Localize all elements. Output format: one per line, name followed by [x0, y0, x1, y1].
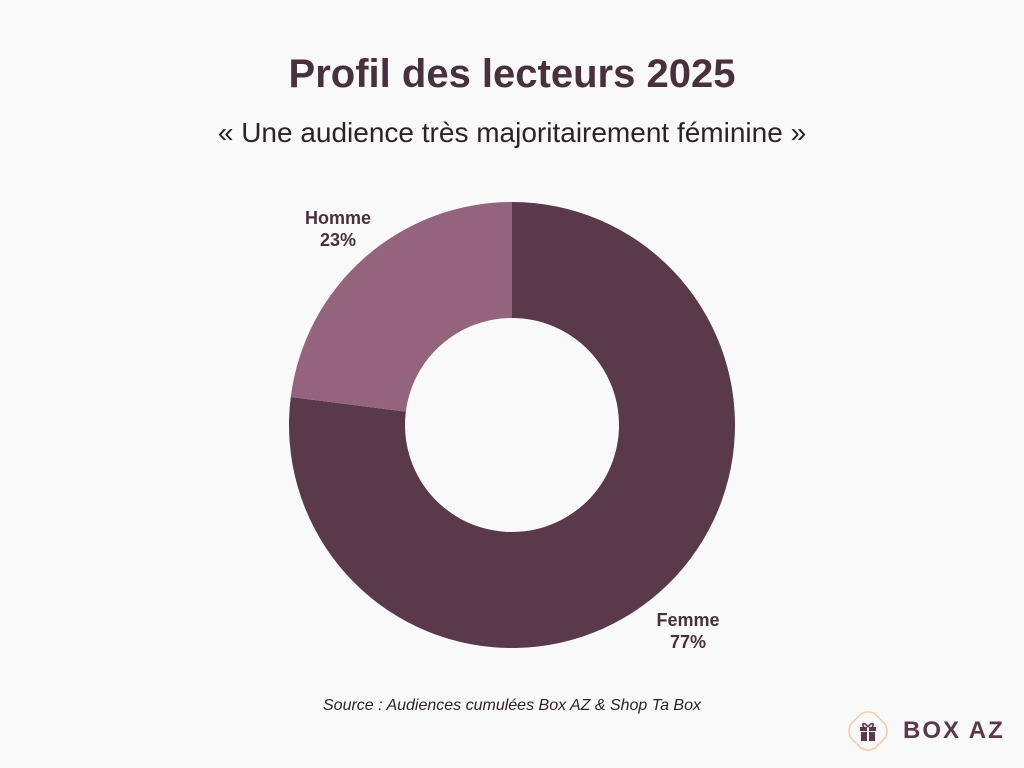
slice-label-value: 23%	[319, 230, 357, 250]
chart-source: Source : Audiences cumulées Box AZ & Sho…	[323, 697, 701, 714]
donut-slice-femme	[288, 202, 736, 648]
gift-icon	[848, 711, 888, 751]
chart-subtitle: « Une audience très majoritairement fémi…	[217, 117, 807, 148]
chart-title: Profil des lecteurs 2025	[288, 52, 736, 96]
logo-text: BOX AZ	[903, 717, 1005, 744]
slice-label-name: Homme	[304, 208, 371, 228]
donut-slice-homme	[290, 202, 512, 412]
slice-label-name: Femme	[656, 610, 720, 630]
slice-label-homme: Homme 23%	[290, 207, 386, 251]
slice-label-femme: Femme 77%	[640, 609, 736, 653]
slice-label-value: 77%	[669, 632, 707, 652]
logo: BOX AZ	[845, 708, 1005, 754]
